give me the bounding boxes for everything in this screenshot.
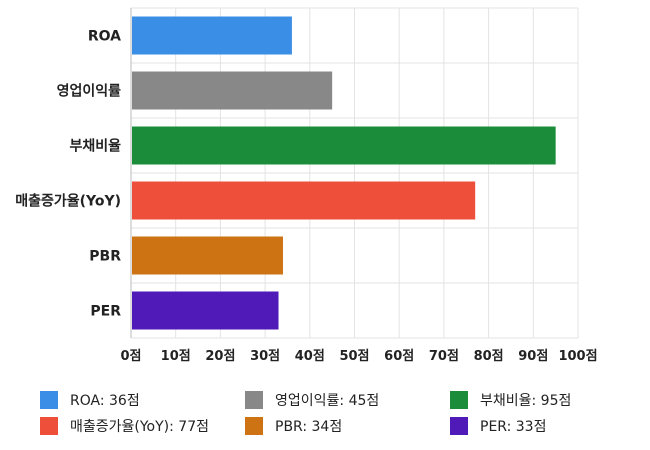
x-tick-label: 80점 [474, 349, 504, 364]
bar[interactable] [132, 16, 292, 55]
legend-swatch [450, 417, 468, 435]
x-tick-label: 10점 [161, 349, 191, 364]
bar[interactable] [132, 291, 279, 330]
category-label: ROA [88, 29, 121, 45]
legend-label: 영업이익률: 45점 [275, 393, 380, 409]
x-tick-label: 0점 [120, 349, 141, 364]
x-tick-label: 40점 [295, 349, 325, 364]
legend-item[interactable]: PBR: 34점 [245, 416, 342, 436]
legend-item[interactable]: ROA: 36점 [40, 390, 140, 410]
bar-layer [132, 16, 556, 330]
bar[interactable] [132, 236, 283, 275]
category-label: 부채비율 [69, 138, 121, 155]
bar[interactable] [132, 181, 476, 220]
x-tick-label: 70점 [429, 349, 459, 364]
legend-label: 부채비율: 95점 [480, 393, 572, 409]
category-label: 매출증가율(YoY) [15, 193, 121, 210]
legend-label: ROA: 36점 [70, 393, 140, 409]
x-tick-label: 90점 [518, 349, 548, 364]
legend-item[interactable]: 매출증가율(YoY): 77점 [40, 416, 209, 436]
category-label: PER [90, 304, 121, 320]
legend-swatch [40, 417, 58, 435]
bar-chart: 0점 10점 20점 30점 40점 50점 60점 70점 80점 90점 100점 ROA 영업이익… [15, 7, 598, 365]
legend-item[interactable]: PER: 33점 [450, 416, 546, 436]
legend-swatch [245, 391, 263, 409]
x-tick-label: 50점 [339, 349, 369, 364]
legend-swatch [450, 391, 468, 409]
bar[interactable] [132, 71, 333, 110]
legend-swatch [245, 417, 263, 435]
category-label: PBR [89, 249, 121, 265]
grid-layer [130, 7, 579, 339]
legend-item[interactable]: 영업이익률: 45점 [245, 390, 379, 410]
x-tick-label: 20점 [205, 349, 235, 364]
legend-label: PER: 33점 [480, 419, 547, 435]
legend-label: PBR: 34점 [275, 419, 343, 435]
legend-label: 매출증가율(YoY): 77점 [70, 419, 209, 435]
label-layer: 0점 10점 20점 30점 40점 50점 60점 70점 80점 90점 100점 ROA 영업이익… [15, 29, 597, 365]
bar[interactable] [132, 126, 556, 165]
legend-swatch [40, 391, 58, 409]
x-tick-label: 30점 [250, 349, 280, 364]
x-tick-label: 100점 [558, 349, 597, 364]
legend-item[interactable]: 부채비율: 95점 [450, 390, 571, 410]
x-tick-label: 60점 [384, 349, 414, 364]
category-label: 영업이익률 [57, 83, 122, 100]
